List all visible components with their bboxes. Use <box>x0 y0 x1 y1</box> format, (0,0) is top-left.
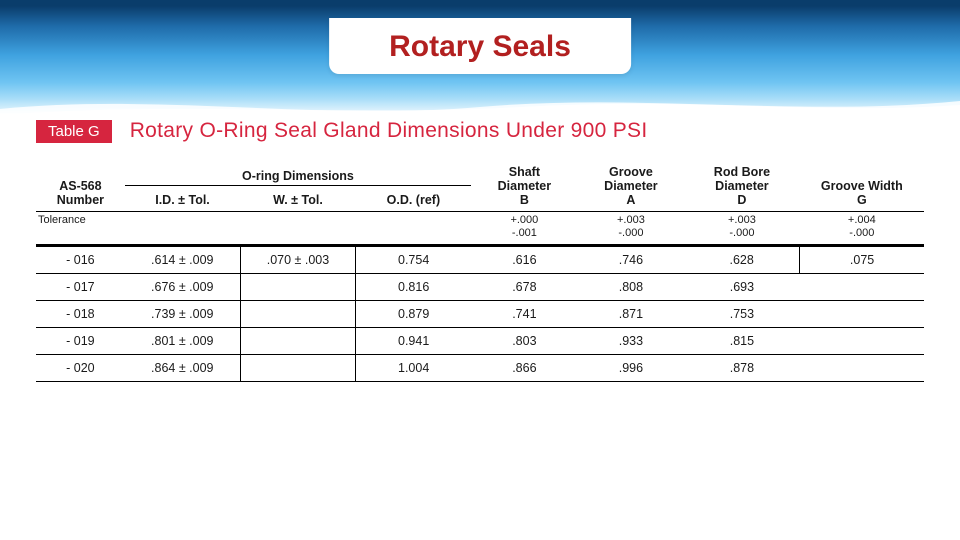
col-header-groove-g: Groove Width G <box>800 151 924 212</box>
table-cell: .878 <box>684 355 799 382</box>
col-header-as: AS-568 Number <box>36 151 125 212</box>
table-cell: .746 <box>578 246 685 274</box>
table-cell: .815 <box>684 328 799 355</box>
table-cell: - 016 <box>36 246 125 274</box>
table-cell: 0.879 <box>356 301 471 328</box>
table-cell: 1.004 <box>356 355 471 382</box>
table-cell: .996 <box>578 355 685 382</box>
table-row: - 020.864 ± .009 1.004.866.996.878 <box>36 355 924 382</box>
table-cell: - 019 <box>36 328 125 355</box>
dimensions-table: AS-568 Number O-ring Dimensions Shaft Di… <box>36 151 924 382</box>
table-cell: .803 <box>471 328 578 355</box>
table-cell: .864 ± .009 <box>125 355 240 382</box>
table-cell: .753 <box>684 301 799 328</box>
table-cell <box>800 355 924 382</box>
tolerance-g: +.004-.000 <box>800 212 924 246</box>
table-cell <box>240 355 355 382</box>
tolerance-b: +.000-.001 <box>471 212 578 246</box>
content-area: Table G Rotary O-Ring Seal Gland Dimensi… <box>0 115 960 382</box>
page-title: Rotary Seals <box>389 30 571 64</box>
wave-decoration <box>0 87 960 117</box>
table-cell: .693 <box>684 274 799 301</box>
table-cell: .741 <box>471 301 578 328</box>
table-cell: .614 ± .009 <box>125 246 240 274</box>
col-group-oring: O-ring Dimensions <box>125 151 471 185</box>
table-cell: - 018 <box>36 301 125 328</box>
table-cell: .628 <box>684 246 799 274</box>
col-header-shaft-b: Shaft Diameter B <box>471 151 578 212</box>
table-cell: .070 ± .003 <box>240 246 355 274</box>
table-row: - 017.676 ± .009 0.816.678.808.693 <box>36 274 924 301</box>
table-cell <box>240 328 355 355</box>
table-cell: .739 ± .009 <box>125 301 240 328</box>
table-heading-row: Table G Rotary O-Ring Seal Gland Dimensi… <box>36 119 924 143</box>
title-box: Rotary Seals <box>329 18 631 74</box>
table-cell: .075 <box>800 246 924 274</box>
tolerance-label: Tolerance <box>36 212 125 246</box>
col-header-groove-a: Groove Diameter A <box>578 151 685 212</box>
col-header-id: I.D. ± Tol. <box>125 185 240 211</box>
table-cell: 0.816 <box>356 274 471 301</box>
col-header-w: W. ± Tol. <box>240 185 355 211</box>
slide-banner: Rotary Seals <box>0 0 960 115</box>
table-cell <box>800 328 924 355</box>
col-header-od: O.D. (ref) <box>356 185 471 211</box>
table-cell: .933 <box>578 328 685 355</box>
table-cell: .678 <box>471 274 578 301</box>
table-tag: Table G <box>36 120 112 143</box>
table-cell: .808 <box>578 274 685 301</box>
table-cell: 0.941 <box>356 328 471 355</box>
table-cell <box>800 301 924 328</box>
table-row: - 016.614 ± .009.070 ± .0030.754.616.746… <box>36 246 924 274</box>
table-cell: 0.754 <box>356 246 471 274</box>
table-cell <box>800 274 924 301</box>
table-cell: .871 <box>578 301 685 328</box>
table-cell <box>240 274 355 301</box>
tolerance-a: +.003-.000 <box>578 212 685 246</box>
table-cell <box>240 301 355 328</box>
table-title: Rotary O-Ring Seal Gland Dimensions Unde… <box>130 119 648 143</box>
table-cell: - 020 <box>36 355 125 382</box>
table-row: - 019.801 ± .009 0.941.803.933.815 <box>36 328 924 355</box>
table-cell: .616 <box>471 246 578 274</box>
table-row: - 018.739 ± .009 0.879.741.871.753 <box>36 301 924 328</box>
table-cell: .866 <box>471 355 578 382</box>
table-cell: .676 ± .009 <box>125 274 240 301</box>
col-header-rod-d: Rod Bore Diameter D <box>684 151 799 212</box>
tolerance-d: +.003-.000 <box>684 212 799 246</box>
table-cell: .801 ± .009 <box>125 328 240 355</box>
table-cell: - 017 <box>36 274 125 301</box>
